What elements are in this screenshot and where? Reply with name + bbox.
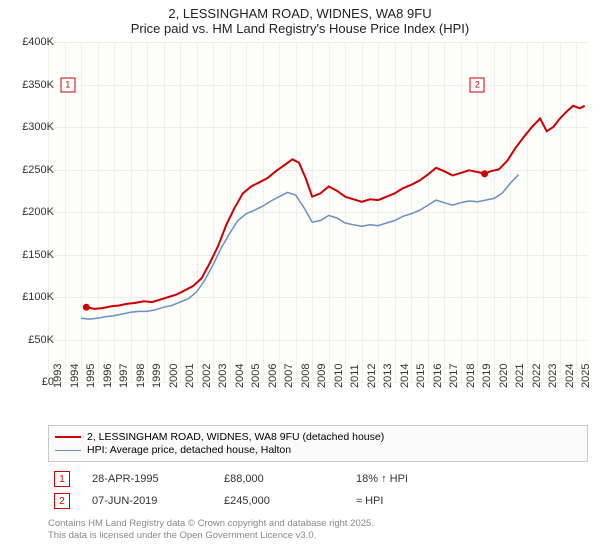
marker-date: 28-APR-1995 [92,473,202,485]
x-tick-label: 2013 [382,364,394,388]
x-tick-label: 2020 [498,364,510,388]
x-tick-label: 2006 [267,364,279,388]
x-tick-label: 1999 [151,364,163,388]
x-tick-label: 2000 [168,364,180,388]
series-dot [83,304,90,311]
legend-box: 2, LESSINGHAM ROAD, WIDNES, WA8 9FU (det… [48,425,588,462]
y-tick-label: £300K [6,121,54,133]
y-tick-label: £50K [6,334,54,346]
x-tick-label: 2012 [366,364,378,388]
title-subtitle: Price paid vs. HM Land Registry's House … [0,21,600,36]
series-line-hpi [81,175,519,320]
x-tick-label: 2003 [217,364,229,388]
marker-row: 2 07-JUN-2019 £245,000 ≈ HPI [48,490,588,512]
x-tick-label: 2009 [316,364,328,388]
attribution-line2: This data is licensed under the Open Gov… [48,530,374,542]
x-tick-label: 2007 [283,364,295,388]
y-tick-label: £350K [6,79,54,91]
series-dot [481,170,488,177]
x-tick-label: 2011 [349,364,361,388]
y-tick-label: £250K [6,164,54,176]
marker-table: 1 28-APR-1995 £88,000 18% ↑ HPI 2 07-JUN-2019… [48,468,588,512]
legend-row: HPI: Average price, detached house, Halt… [55,444,581,456]
marker-delta: ≈ HPI [356,495,466,507]
x-tick-label: 2001 [184,364,196,388]
x-tick-label: 2010 [333,364,345,388]
title-block: 2, LESSINGHAM ROAD, WIDNES, WA8 9FU Pric… [0,0,600,36]
x-tick-label: 1996 [102,364,114,388]
marker-price: £88,000 [224,473,334,485]
x-tick-label: 2002 [201,364,213,388]
marker-row: 1 28-APR-1995 £88,000 18% ↑ HPI [48,468,588,490]
x-tick-label: 2015 [415,364,427,388]
x-tick-label: 2004 [234,364,246,388]
x-tick-label: 2008 [300,364,312,388]
x-tick-label: 1994 [69,364,81,388]
x-tick-label: 2017 [448,364,460,388]
x-tick-label: 2014 [399,364,411,388]
marker-date: 07-JUN-2019 [92,495,202,507]
x-tick-label: 2018 [465,364,477,388]
x-tick-label: 2019 [481,364,493,388]
y-tick-label: £400K [6,36,54,48]
x-tick-label: 1993 [52,364,64,388]
x-tick-label: 2023 [547,364,559,388]
series-line-price_paid [86,106,584,309]
x-tick-label: 2025 [580,364,592,388]
title-address: 2, LESSINGHAM ROAD, WIDNES, WA8 9FU [0,6,600,21]
legend-row: 2, LESSINGHAM ROAD, WIDNES, WA8 9FU (det… [55,431,581,443]
marker-id-box: 1 [54,471,70,487]
chart-marker-2: 2 [470,77,485,92]
x-tick-label: 1997 [118,364,130,388]
x-tick-label: 1998 [135,364,147,388]
y-tick-label: £200K [6,206,54,218]
legend-swatch [55,436,81,438]
x-tick-label: 2022 [531,364,543,388]
y-tick-label: £0 [6,376,54,388]
x-tick-label: 2016 [432,364,444,388]
legend-swatch [55,450,81,451]
attribution-line1: Contains HM Land Registry data © Crown c… [48,518,374,530]
attribution: Contains HM Land Registry data © Crown c… [48,518,374,543]
x-tick-label: 1995 [85,364,97,388]
legend-label: HPI: Average price, detached house, Halt… [87,444,291,456]
legend-label: 2, LESSINGHAM ROAD, WIDNES, WA8 9FU (det… [87,431,384,443]
x-tick-label: 2005 [250,364,262,388]
page-container: 2, LESSINGHAM ROAD, WIDNES, WA8 9FU Pric… [0,0,600,560]
chart-marker-1: 1 [60,77,75,92]
y-tick-label: £150K [6,249,54,261]
x-tick-label: 2024 [564,364,576,388]
marker-id-box: 2 [54,493,70,509]
series-lines [48,42,588,382]
marker-price: £245,000 [224,495,334,507]
chart-area: 12 [48,42,588,382]
x-tick-label: 2021 [514,364,526,388]
y-tick-label: £100K [6,291,54,303]
marker-delta: 18% ↑ HPI [356,473,466,485]
